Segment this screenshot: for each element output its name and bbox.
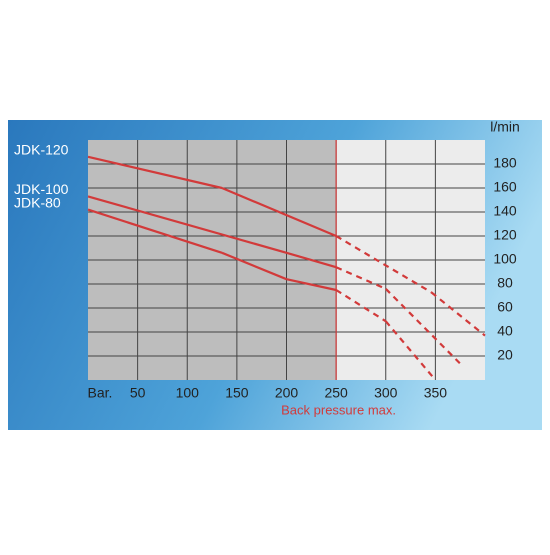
x-label: Bar. bbox=[88, 385, 113, 401]
y-tick-label: 80 bbox=[497, 275, 513, 291]
series-segment bbox=[384, 288, 463, 367]
x-tick-label: 350 bbox=[424, 385, 448, 401]
series-segment bbox=[286, 251, 337, 269]
series-segment bbox=[221, 186, 337, 238]
x-tick-label: 150 bbox=[225, 385, 249, 401]
series-segment bbox=[384, 320, 435, 379]
legend-label: JDK-100 bbox=[14, 181, 69, 197]
series-segment bbox=[335, 266, 387, 290]
y-tick-label: 40 bbox=[497, 323, 513, 339]
legend-label: JDK-80 bbox=[14, 194, 61, 210]
x-tick-label: 100 bbox=[176, 385, 200, 401]
y-label: l/min bbox=[490, 119, 520, 135]
series-segment bbox=[87, 195, 287, 254]
y-tick-label: 120 bbox=[493, 227, 517, 243]
series-segment bbox=[335, 289, 387, 323]
y-tick-label: 140 bbox=[493, 203, 517, 219]
legend-label: JDK-120 bbox=[14, 142, 69, 158]
max-label: Back pressure max. bbox=[281, 402, 396, 417]
y-tick-label: 20 bbox=[497, 347, 513, 363]
y-tick-label: 180 bbox=[493, 155, 517, 171]
x-tick-label: 250 bbox=[324, 385, 348, 401]
y-tick-label: 100 bbox=[493, 251, 517, 267]
series-segment bbox=[221, 251, 287, 281]
x-tick-label: 300 bbox=[374, 385, 398, 401]
series-segment bbox=[286, 278, 337, 292]
x-tick-label: 200 bbox=[275, 385, 299, 401]
x-tick-label: 50 bbox=[130, 385, 146, 401]
series-segment bbox=[87, 155, 223, 190]
series-segment bbox=[430, 291, 486, 337]
series-segment bbox=[335, 235, 432, 294]
series-segment bbox=[87, 208, 223, 254]
y-tick-label: 60 bbox=[497, 299, 513, 315]
y-tick-label: 160 bbox=[493, 179, 517, 195]
